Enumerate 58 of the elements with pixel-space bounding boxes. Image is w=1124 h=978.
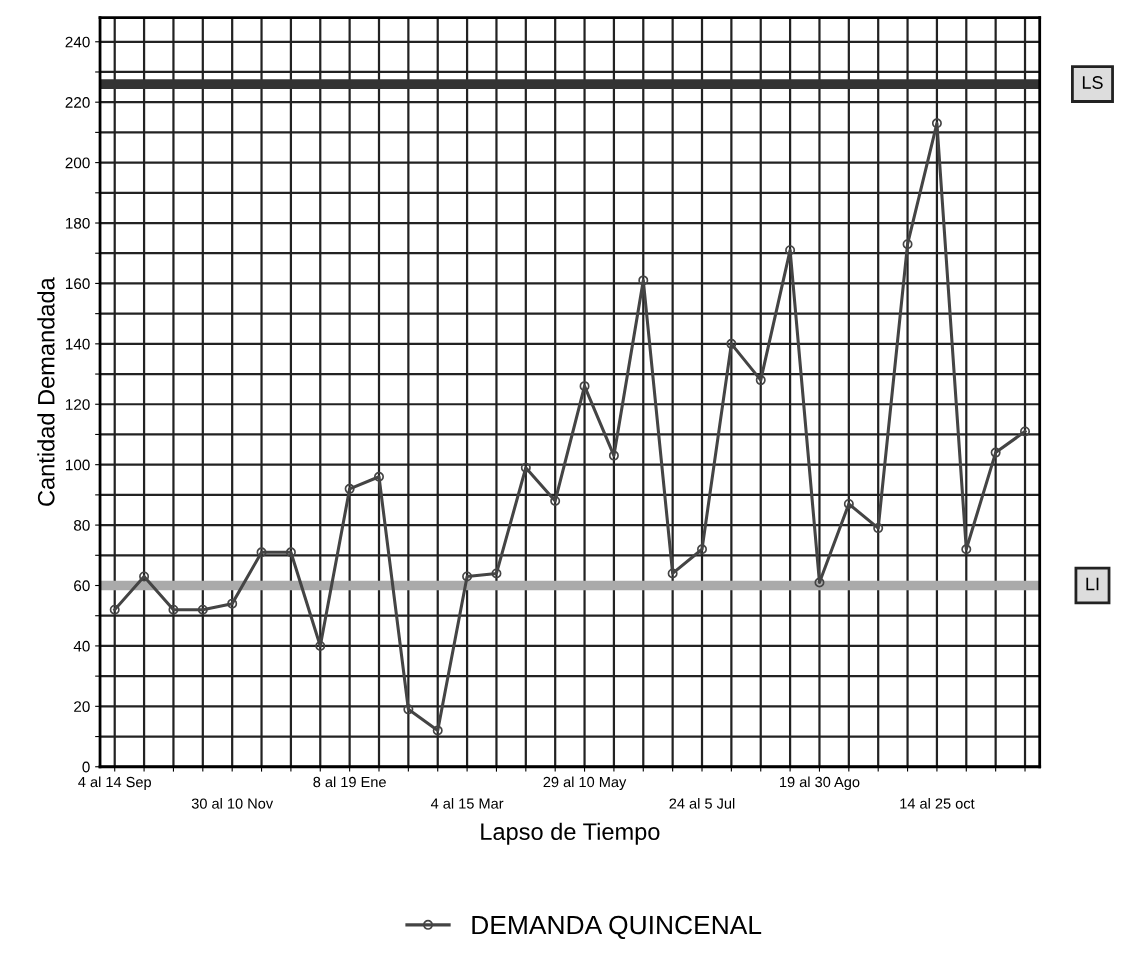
y-tick-label: 0 bbox=[82, 761, 90, 773]
point bbox=[961, 544, 972, 555]
y-axis-title: Cantidad Demandada bbox=[37, 277, 55, 506]
x-tick-label: 24 al 5 Jul bbox=[669, 798, 735, 809]
point bbox=[491, 568, 502, 579]
legend-label: DEMANDA QUINCENAL bbox=[472, 915, 762, 940]
y-tick-label: 100 bbox=[65, 459, 90, 471]
point bbox=[608, 450, 619, 461]
x-tick-label: 4 al 15 Mar bbox=[430, 798, 504, 809]
point bbox=[931, 118, 942, 129]
y-tick-label: 160 bbox=[65, 278, 90, 290]
point bbox=[344, 483, 355, 494]
point bbox=[843, 498, 854, 509]
point bbox=[873, 523, 884, 534]
point bbox=[579, 381, 590, 392]
y-tick-label: 180 bbox=[65, 217, 90, 229]
y-tick-label: 80 bbox=[73, 519, 90, 531]
y-tick-label: 220 bbox=[65, 97, 90, 108]
point bbox=[373, 471, 385, 482]
point bbox=[520, 462, 531, 473]
x-axis-title: Lapso de Tiempo bbox=[481, 822, 660, 845]
y-tick-label: 240 bbox=[65, 36, 90, 48]
point bbox=[755, 375, 766, 386]
point bbox=[785, 245, 796, 256]
y-tick-label: 20 bbox=[74, 701, 90, 713]
y-tick-label: 60 bbox=[74, 580, 90, 592]
point bbox=[550, 495, 561, 506]
point bbox=[462, 571, 473, 582]
ref-line-label: LS bbox=[1082, 76, 1103, 89]
x-tick-label: 8 al 19 Ene bbox=[313, 776, 386, 788]
point bbox=[902, 239, 913, 250]
x-tick-label: 19 al 30 Ago bbox=[780, 776, 860, 791]
point bbox=[315, 640, 326, 651]
point bbox=[109, 604, 120, 615]
point bbox=[638, 275, 649, 286]
x-tick-label: 29 al 10 May bbox=[543, 776, 627, 791]
x-tick-label: 14 al 25 oct bbox=[900, 798, 975, 809]
point bbox=[1020, 426, 1031, 437]
y-tick-label: 140 bbox=[65, 338, 90, 350]
y-tick-label: 200 bbox=[65, 157, 90, 169]
point bbox=[814, 577, 825, 588]
point bbox=[197, 604, 208, 615]
y-tick-label: 40 bbox=[73, 640, 90, 652]
point bbox=[168, 604, 179, 615]
x-tick-label: 30 al 10 Nov bbox=[191, 798, 274, 809]
x-tick-label: 4 al 14 Sep bbox=[78, 776, 151, 791]
point bbox=[726, 338, 737, 349]
point bbox=[285, 547, 296, 558]
point bbox=[990, 447, 1001, 458]
point bbox=[256, 547, 267, 558]
point bbox=[667, 568, 678, 579]
point bbox=[697, 544, 708, 555]
point bbox=[227, 598, 238, 609]
ref-line-label: LI bbox=[1086, 577, 1099, 591]
point bbox=[403, 704, 414, 715]
point bbox=[432, 725, 443, 736]
y-tick-label: 120 bbox=[65, 399, 90, 410]
point bbox=[139, 571, 150, 582]
